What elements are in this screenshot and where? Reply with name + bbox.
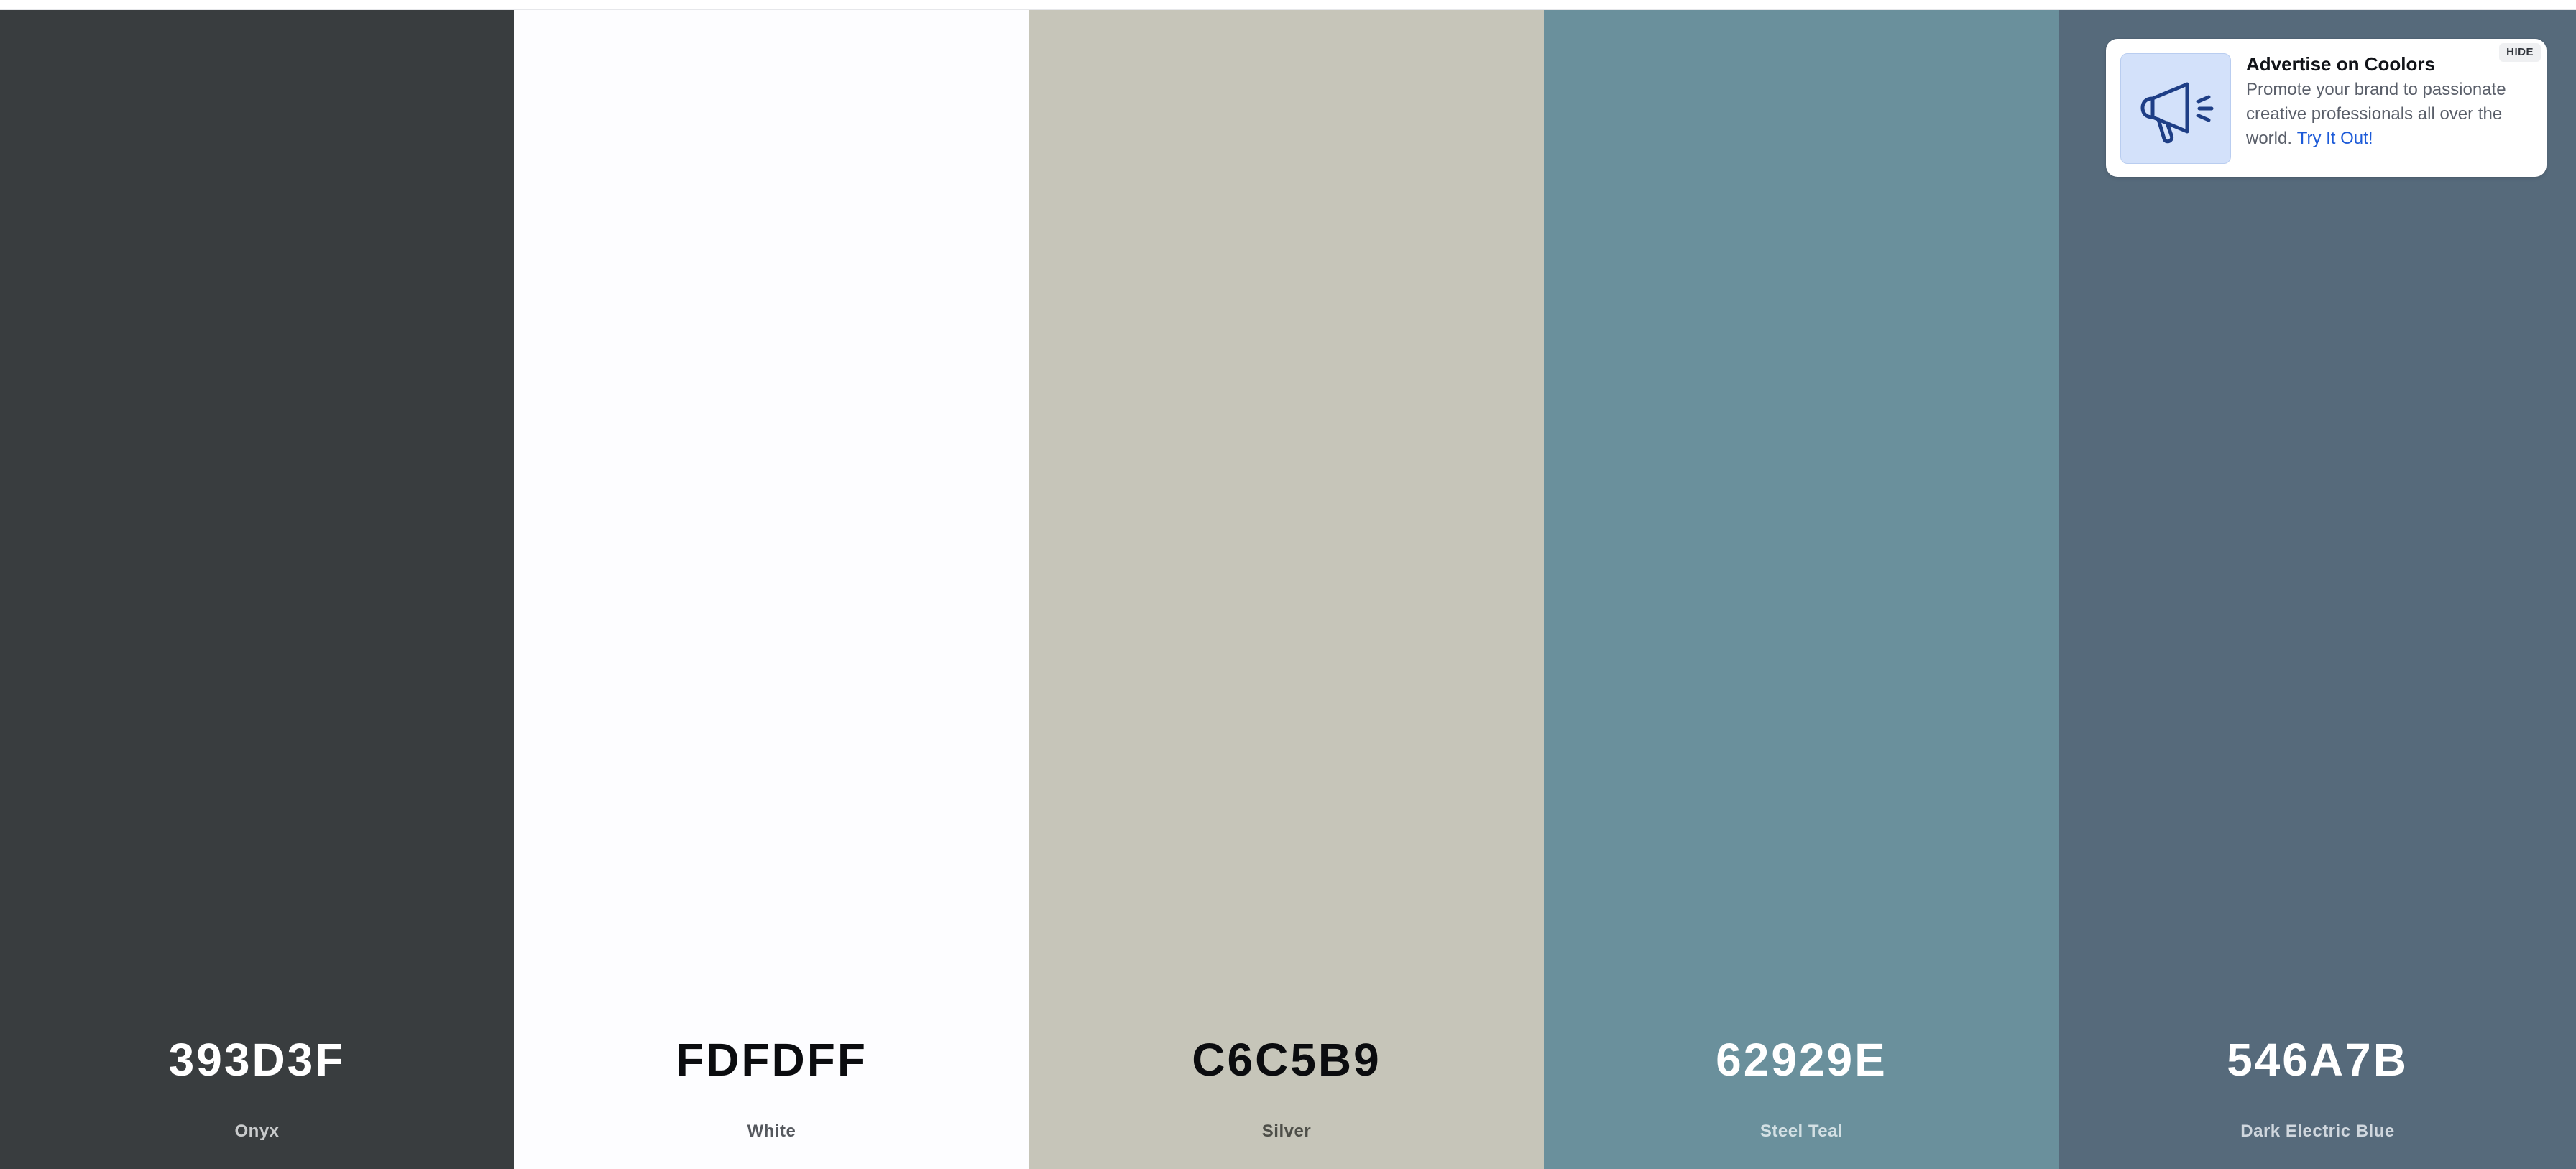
color-swatch-steel-teal[interactable]: 62929E Steel Teal (1544, 10, 2059, 1169)
color-name: Silver (1261, 1122, 1312, 1141)
palette: 393D3F Onyx FDFDFF White C6C5B9 Silver 6… (0, 10, 2576, 1169)
color-name: White (747, 1122, 796, 1141)
hide-ad-button[interactable]: HIDE (2499, 43, 2541, 62)
color-swatch-silver[interactable]: C6C5B9 Silver (1029, 10, 1544, 1169)
color-hex-code[interactable]: 546A7B (2227, 1034, 2409, 1086)
ad-body-text: Promote your brand to passionate creativ… (2246, 80, 2506, 148)
ad-description: Promote your brand to passionate creativ… (2246, 78, 2534, 151)
try-it-out-link[interactable]: Try It Out! (2296, 129, 2373, 148)
color-hex-code[interactable]: C6C5B9 (1192, 1034, 1381, 1086)
color-hex-code[interactable]: 62929E (1716, 1034, 1887, 1086)
color-swatch-dark-electric-blue[interactable]: 546A7B Dark Electric Blue (2059, 10, 2576, 1169)
ad-title: Advertise on Coolors (2246, 53, 2435, 75)
color-hex-code[interactable]: 393D3F (168, 1034, 346, 1086)
color-swatch-onyx[interactable]: 393D3F Onyx (0, 10, 514, 1169)
ad-image[interactable] (2120, 53, 2231, 164)
megaphone-icon (2140, 82, 2214, 144)
color-hex-code[interactable]: FDFDFF (676, 1034, 868, 1086)
top-bar (0, 0, 2576, 10)
color-name: Dark Electric Blue (2240, 1122, 2395, 1141)
color-name: Onyx (234, 1122, 280, 1141)
color-swatch-white[interactable]: FDFDFF White (514, 10, 1029, 1169)
advertise-card: Advertise on Coolors Promote your brand … (2106, 39, 2547, 177)
color-name: Steel Teal (1760, 1122, 1844, 1141)
